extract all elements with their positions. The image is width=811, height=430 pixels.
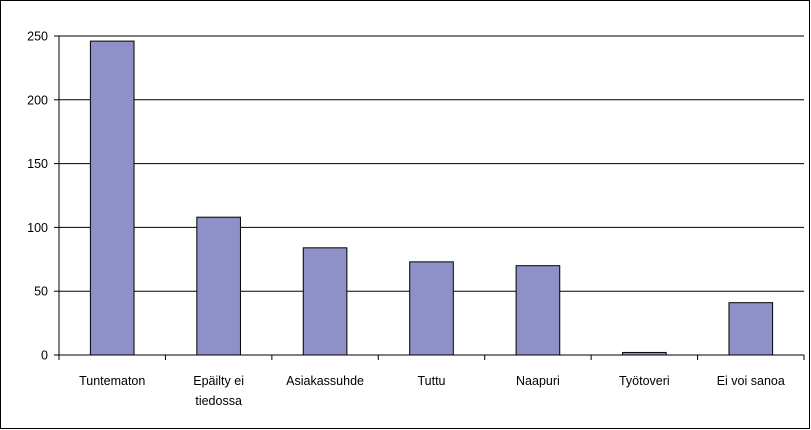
bar — [302, 247, 348, 356]
bar — [409, 261, 454, 356]
x-tick-label: Epäilty ei tiedossa — [193, 374, 244, 408]
bar — [196, 216, 241, 356]
y-tick-label: 250 — [27, 30, 48, 44]
x-tick-label: Tuntematon — [79, 374, 145, 388]
y-tick-label: 200 — [27, 93, 48, 107]
x-tick-label: Työtoveri — [619, 374, 670, 388]
bar — [515, 265, 561, 356]
x-tick-label: Ei voi sanoa — [717, 374, 785, 388]
y-tick-label: 150 — [27, 157, 48, 171]
x-tick-label: Naapuri — [516, 374, 560, 388]
x-tick-label: Tuttu — [417, 374, 445, 388]
x-tick-label: Asiakassuhde — [286, 374, 364, 388]
y-tick-label: 50 — [34, 285, 48, 299]
bar — [89, 40, 135, 356]
y-tick-label: 100 — [27, 221, 48, 235]
bar — [728, 302, 774, 356]
y-tick-label: 0 — [41, 349, 48, 363]
